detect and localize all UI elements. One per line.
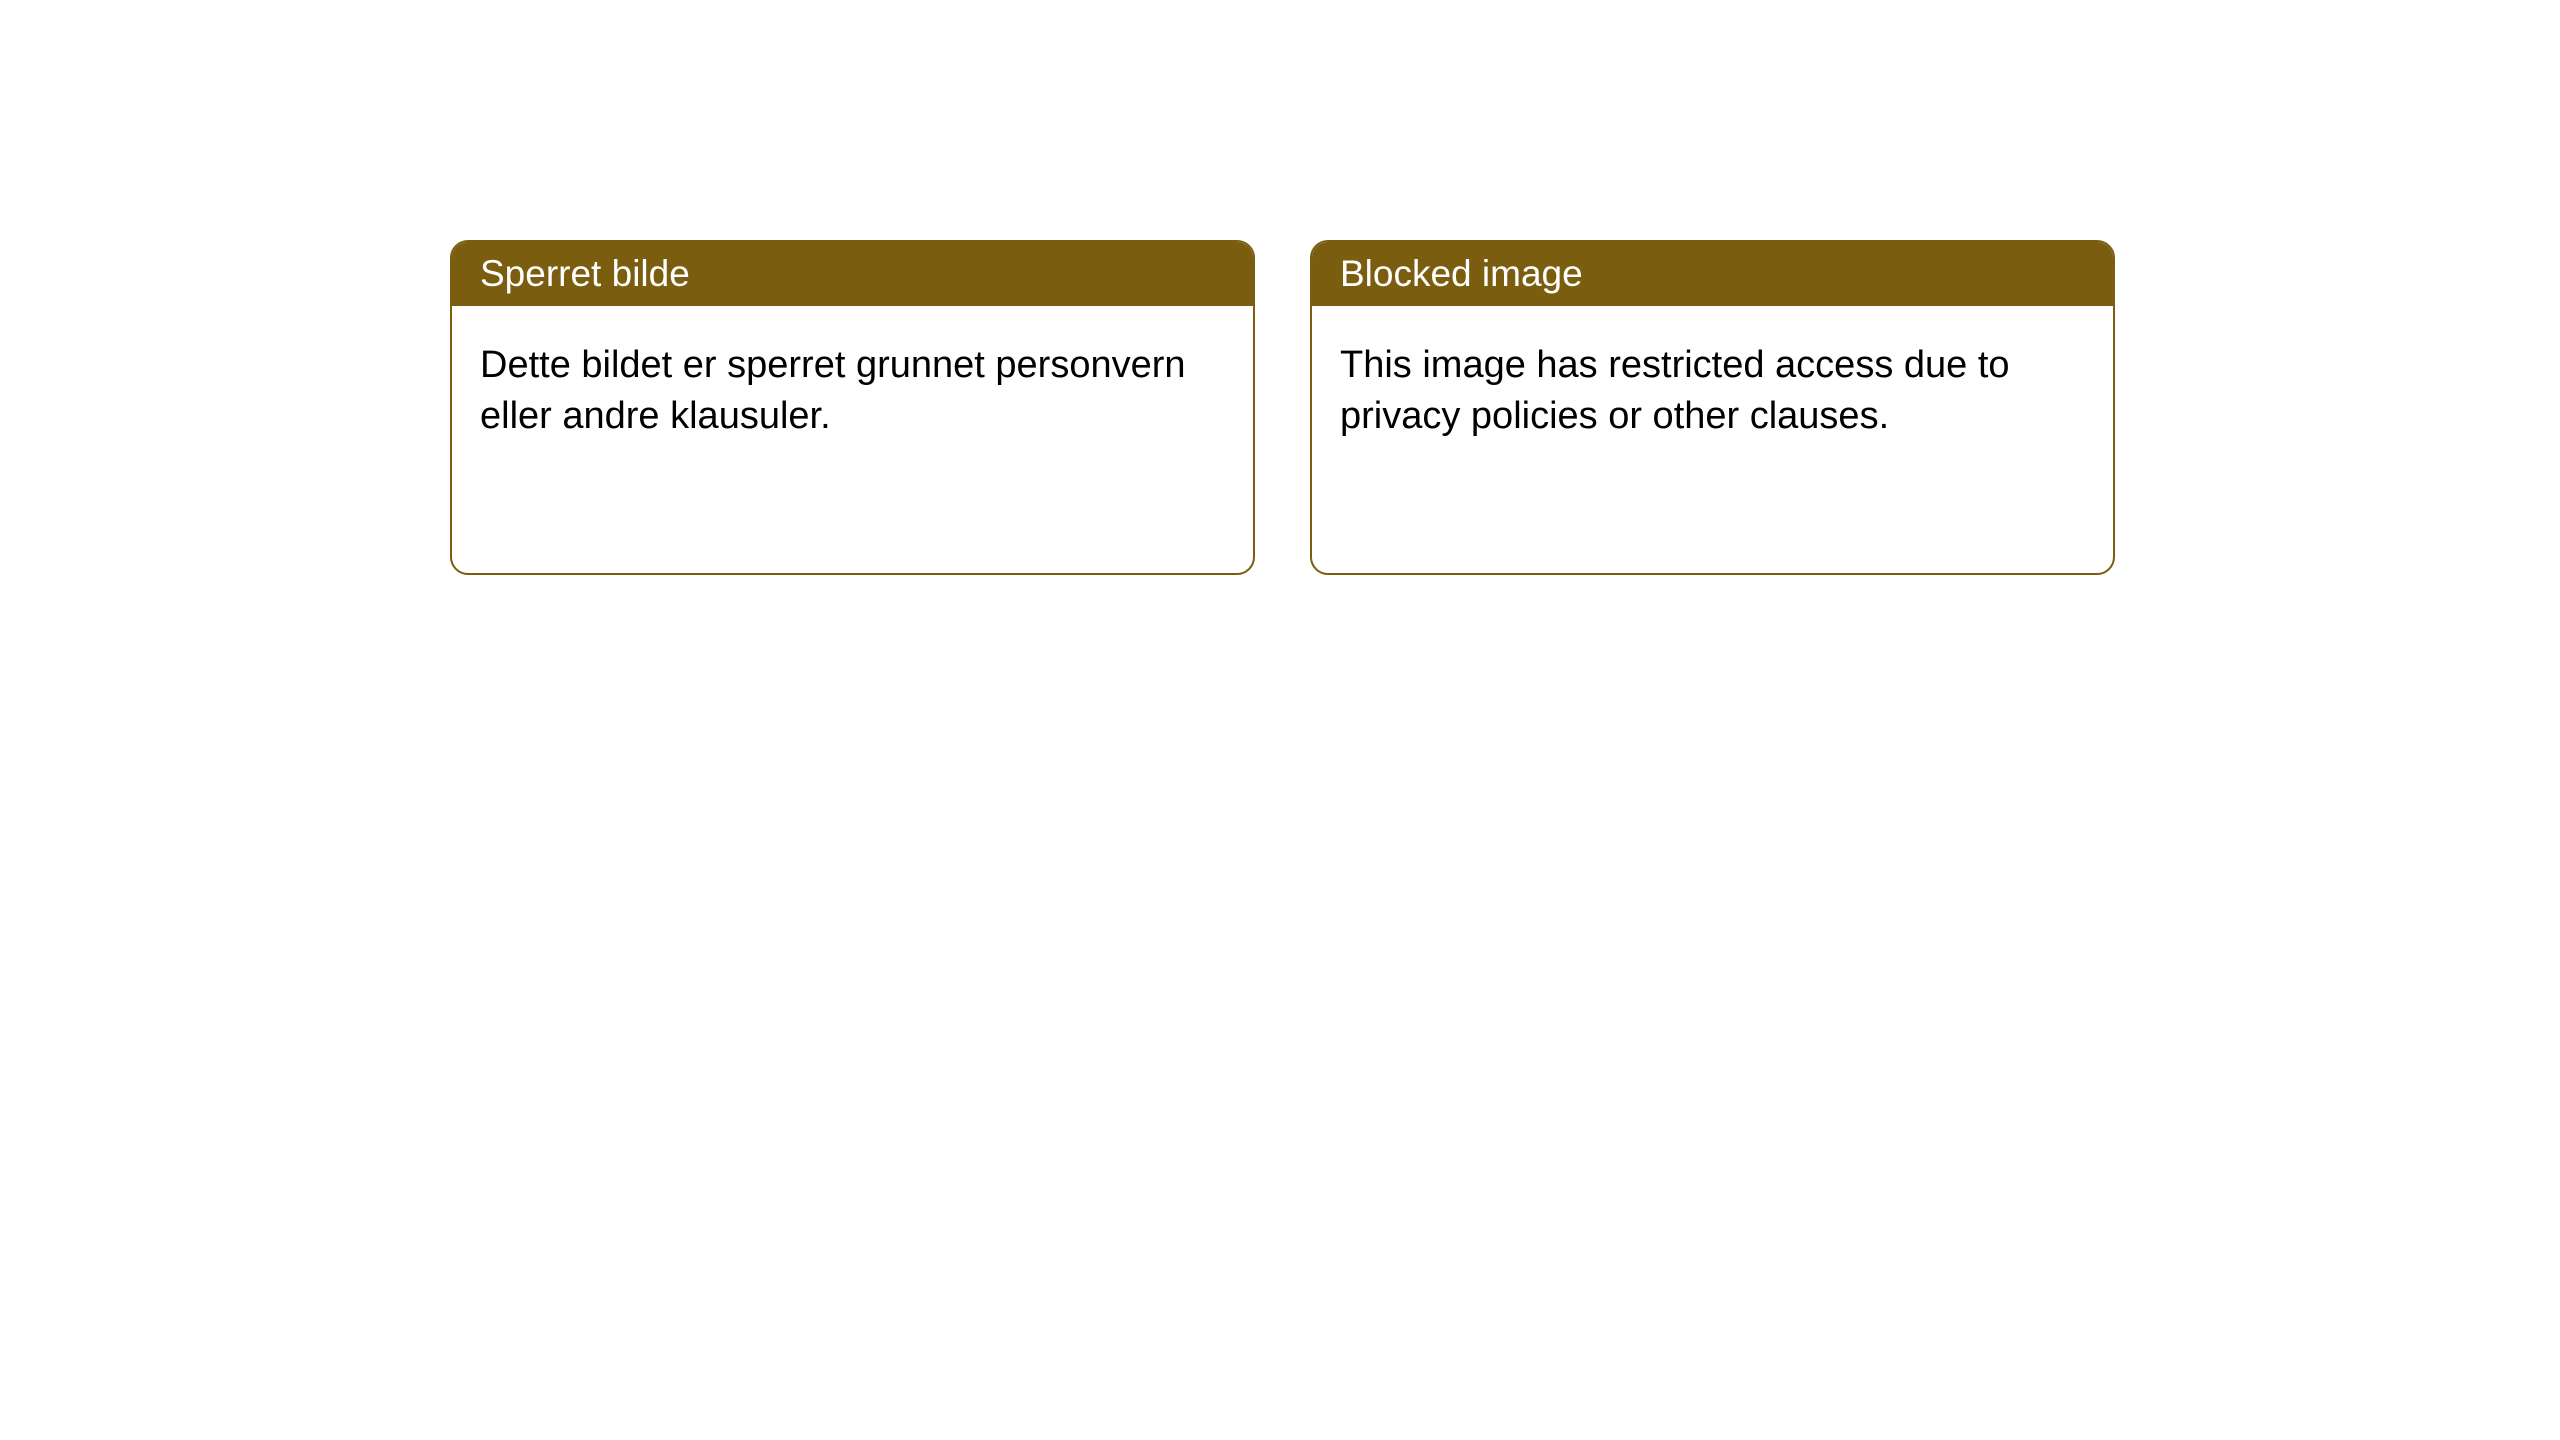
blocked-image-card-norwegian: Sperret bilde Dette bildet er sperret gr… <box>450 240 1255 575</box>
card-body-english: This image has restricted access due to … <box>1312 306 2113 477</box>
blocked-image-card-english: Blocked image This image has restricted … <box>1310 240 2115 575</box>
card-body-norwegian: Dette bildet er sperret grunnet personve… <box>452 306 1253 477</box>
notice-cards-container: Sperret bilde Dette bildet er sperret gr… <box>0 0 2560 575</box>
card-header-english: Blocked image <box>1312 242 2113 306</box>
card-header-norwegian: Sperret bilde <box>452 242 1253 306</box>
